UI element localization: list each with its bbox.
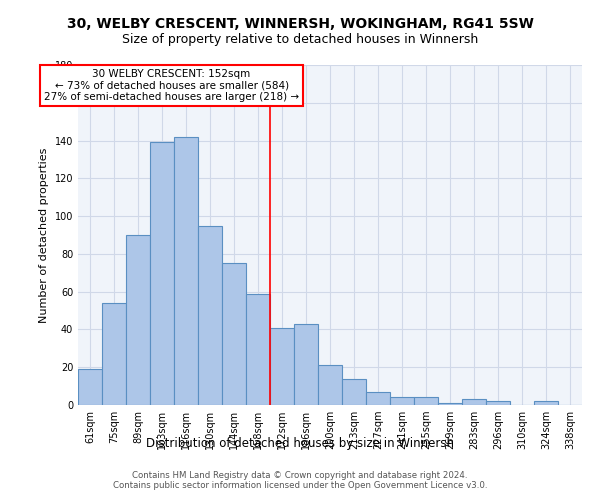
Bar [486,401,510,405]
Bar [366,392,390,405]
Bar [342,378,366,405]
Bar [246,294,270,405]
Bar [294,324,318,405]
Bar [318,366,342,405]
Bar [414,398,438,405]
Bar [150,142,174,405]
Bar [462,400,486,405]
Text: 30, WELBY CRESCENT, WINNERSH, WOKINGHAM, RG41 5SW: 30, WELBY CRESCENT, WINNERSH, WOKINGHAM,… [67,18,533,32]
Y-axis label: Number of detached properties: Number of detached properties [39,148,49,322]
Bar [102,303,126,405]
Bar [78,369,102,405]
Text: Contains HM Land Registry data © Crown copyright and database right 2024.
Contai: Contains HM Land Registry data © Crown c… [113,470,487,490]
Bar [438,403,462,405]
Bar [222,264,246,405]
Bar [534,401,558,405]
Text: Distribution of detached houses by size in Winnersh: Distribution of detached houses by size … [146,438,454,450]
Text: Size of property relative to detached houses in Winnersh: Size of property relative to detached ho… [122,32,478,46]
Bar [390,398,414,405]
Bar [270,328,294,405]
Text: 30 WELBY CRESCENT: 152sqm
← 73% of detached houses are smaller (584)
27% of semi: 30 WELBY CRESCENT: 152sqm ← 73% of detac… [44,69,299,102]
Bar [174,137,198,405]
Bar [198,226,222,405]
Bar [126,235,150,405]
